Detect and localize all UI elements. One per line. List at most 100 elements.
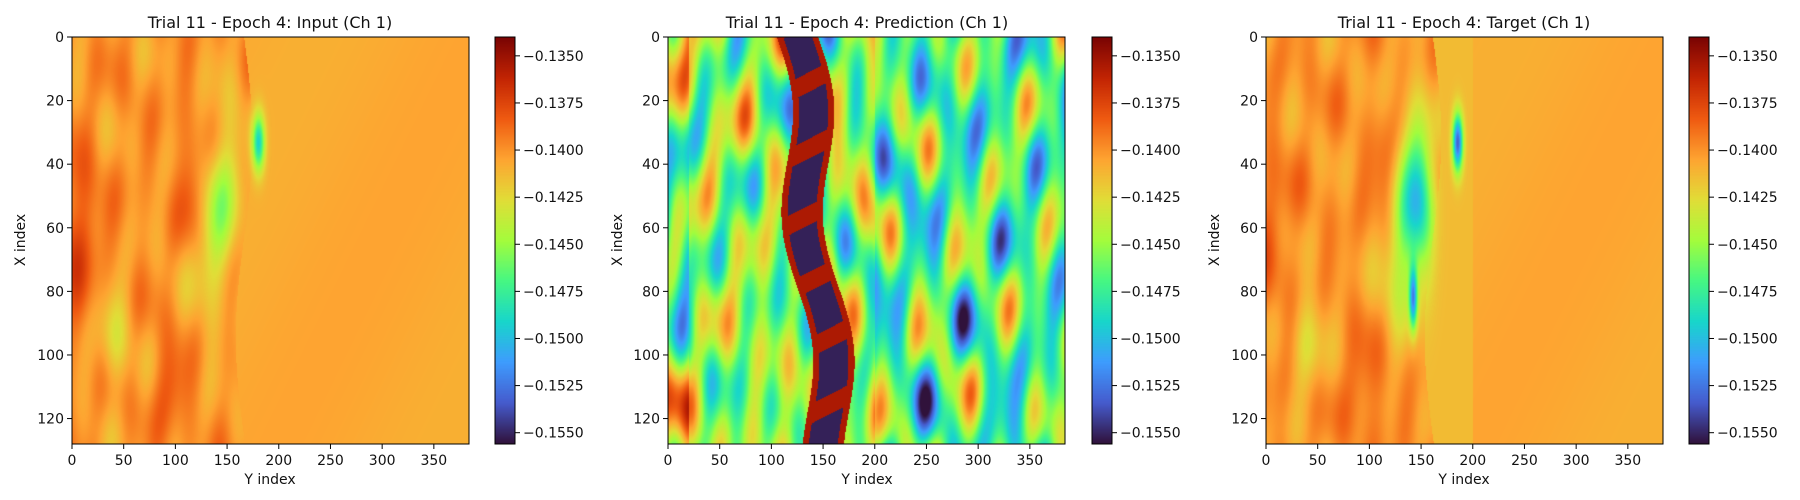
x-tick-label: 200 — [1459, 453, 1486, 469]
x-tick-label: 100 — [162, 453, 189, 469]
x-tick-label: 100 — [1356, 453, 1383, 469]
colorbar-tick-label: −0.1400 — [1120, 143, 1181, 159]
x-tick-label: 0 — [68, 453, 77, 469]
y-tick-label: 60 — [46, 221, 64, 237]
y-tick-label: 80 — [642, 284, 660, 300]
colorbar-tick-label: −0.1525 — [1717, 379, 1778, 395]
x-tick-label: 350 — [1614, 453, 1641, 469]
colorbar-tick-label: −0.1550 — [523, 426, 584, 442]
y-tick-label: 60 — [642, 221, 660, 237]
x-tick-label: 300 — [369, 453, 396, 469]
y-tick-label: 100 — [37, 348, 64, 364]
y-tick-label: 0 — [651, 30, 660, 46]
colorbar-tick-label: −0.1475 — [1717, 284, 1778, 300]
y-axis-ticks: 0 20 40 60 80 100 120 — [633, 30, 668, 428]
colorbar-tick-label: −0.1350 — [523, 49, 584, 65]
x-axis-label: Y index — [1437, 472, 1489, 488]
colorbar-tick-label: −0.1450 — [1717, 237, 1778, 253]
y-axis-label: X index — [13, 214, 29, 266]
heatmap-plot-area — [1265, 36, 1664, 445]
colorbar-tick-label: −0.1525 — [523, 379, 584, 395]
x-tick-label: 50 — [115, 453, 133, 469]
colorbar: −0.1350 −0.1375 −0.1400 −0.1425 −0.1450 −0.14… — [1688, 36, 1778, 445]
colorbar-tick-label: −0.1350 — [1717, 49, 1778, 65]
subplot-target: Trial 11 - Epoch 4: Target (Ch 1) 0 50 100… — [1207, 13, 1778, 488]
x-tick-label: 150 — [214, 453, 241, 469]
colorbar-gradient — [1689, 37, 1709, 444]
y-tick-label: 0 — [55, 30, 64, 46]
y-tick-label: 20 — [46, 94, 64, 110]
x-tick-label: 300 — [965, 453, 992, 469]
chart-title: Trial 11 - Epoch 4: Target (Ch 1) — [1337, 13, 1590, 32]
plot-frame — [1265, 36, 1664, 445]
y-axis-label: X index — [610, 214, 626, 266]
x-tick-label: 0 — [664, 453, 673, 469]
plot-frame — [71, 36, 470, 445]
chart-title: Trial 11 - Epoch 4: Input (Ch 1) — [147, 13, 392, 32]
colorbar-tick-label: −0.1550 — [1120, 426, 1181, 442]
colorbar-tick-label: −0.1450 — [1120, 237, 1181, 253]
x-tick-label: 250 — [913, 453, 940, 469]
colorbar-tick-label: −0.1425 — [1717, 190, 1778, 206]
x-axis-ticks: 0 50 100 150 200 250 300 350 — [68, 444, 447, 469]
y-axis-ticks: 0 20 40 60 80 100 120 — [1231, 30, 1266, 428]
x-axis-label: Y index — [243, 472, 295, 488]
colorbar-tick-label: −0.1425 — [523, 190, 584, 206]
x-tick-label: 300 — [1563, 453, 1590, 469]
subplot-prediction: Trial 11 - Epoch 4: Prediction (Ch 1) 0 5… — [610, 13, 1181, 488]
colorbar-ticks: −0.1350 −0.1375 −0.1400 −0.1425 −0.1450 −0.14… — [515, 49, 584, 442]
chart-title: Trial 11 - Epoch 4: Prediction (Ch 1) — [725, 13, 1008, 32]
x-tick-label: 200 — [265, 453, 292, 469]
y-tick-label: 20 — [1240, 94, 1258, 110]
y-tick-label: 80 — [46, 284, 64, 300]
x-tick-label: 350 — [1016, 453, 1043, 469]
colorbar-tick-label: −0.1500 — [523, 331, 584, 347]
y-tick-label: 20 — [642, 94, 660, 110]
y-tick-label: 120 — [37, 412, 64, 428]
colorbar-tick-label: −0.1375 — [523, 96, 584, 112]
heatmap-image — [1266, 37, 1663, 444]
y-tick-label: 100 — [1231, 348, 1258, 364]
x-tick-label: 150 — [810, 453, 837, 469]
x-tick-label: 50 — [711, 453, 729, 469]
colorbar-tick-label: −0.1375 — [1120, 96, 1181, 112]
colorbar-tick-label: −0.1450 — [523, 237, 584, 253]
x-tick-label: 350 — [420, 453, 447, 469]
x-tick-label: 200 — [861, 453, 888, 469]
x-tick-label: 250 — [1511, 453, 1538, 469]
colorbar-tick-label: −0.1375 — [1717, 96, 1778, 112]
y-axis-label: X index — [1207, 214, 1223, 266]
y-tick-label: 40 — [1240, 157, 1258, 173]
y-tick-label: 80 — [1240, 284, 1258, 300]
x-axis-label: Y index — [840, 472, 892, 488]
colorbar-tick-label: −0.1525 — [1120, 379, 1181, 395]
colorbar-ticks: −0.1350 −0.1375 −0.1400 −0.1425 −0.1450 −0.14… — [1709, 49, 1778, 442]
x-axis-ticks: 0 50 100 150 200 250 300 350 — [1262, 444, 1641, 469]
colorbar-tick-label: −0.1475 — [523, 284, 584, 300]
colorbar: −0.1350 −0.1375 −0.1400 −0.1425 −0.1450 −0.14… — [1091, 36, 1181, 445]
subplot-input: Trial 11 - Epoch 4: Input (Ch 1) 0 50 100 1… — [13, 13, 584, 488]
colorbar-gradient — [495, 37, 515, 444]
plot-frame — [667, 36, 1066, 445]
x-tick-label: 150 — [1408, 453, 1435, 469]
heatmap-plot-area — [667, 36, 1066, 445]
colorbar-tick-label: −0.1500 — [1717, 331, 1778, 347]
colorbar-tick-label: −0.1350 — [1120, 49, 1181, 65]
x-tick-label: 50 — [1309, 453, 1327, 469]
y-axis-ticks: 0 20 40 60 80 100 120 — [37, 30, 72, 428]
y-tick-label: 100 — [633, 348, 660, 364]
heatmap-image — [668, 37, 1065, 444]
colorbar-tick-label: −0.1400 — [523, 143, 584, 159]
colorbar-frame — [1091, 36, 1113, 445]
x-tick-label: 250 — [317, 453, 344, 469]
y-tick-label: 120 — [633, 412, 660, 428]
x-axis-ticks: 0 50 100 150 200 250 300 350 — [664, 444, 1043, 469]
colorbar-ticks: −0.1350 −0.1375 −0.1400 −0.1425 −0.1450 −0.14… — [1112, 49, 1181, 442]
colorbar-tick-label: −0.1425 — [1120, 190, 1181, 206]
colorbar-frame — [494, 36, 516, 445]
colorbar-tick-label: −0.1550 — [1717, 426, 1778, 442]
colorbar-gradient — [1092, 37, 1112, 444]
colorbar-tick-label: −0.1400 — [1717, 143, 1778, 159]
colorbar-frame — [1688, 36, 1710, 445]
colorbar-tick-label: −0.1475 — [1120, 284, 1181, 300]
